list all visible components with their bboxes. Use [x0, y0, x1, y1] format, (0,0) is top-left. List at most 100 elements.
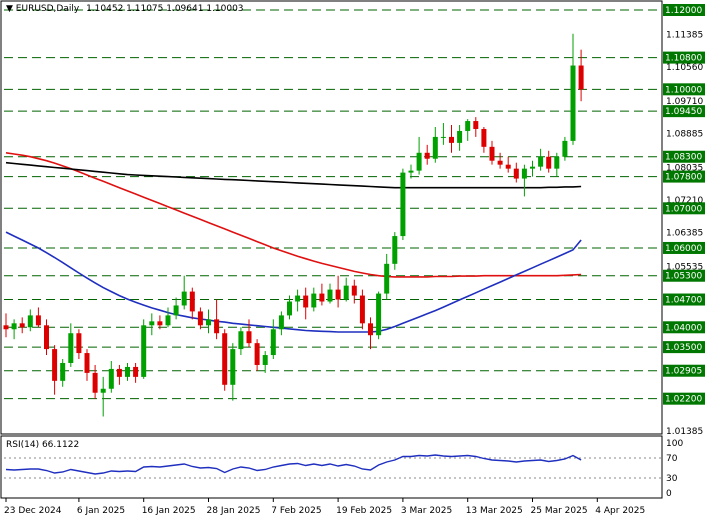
candle — [408, 164, 414, 179]
candle-body — [278, 315, 284, 330]
price-tag-label: 1.04700 — [665, 296, 702, 306]
candle — [546, 150, 552, 173]
rsi-line — [5, 454, 582, 475]
candle — [538, 148, 544, 171]
candle — [497, 152, 503, 169]
candle-body — [562, 140, 568, 157]
candle — [449, 125, 454, 153]
candle — [343, 277, 349, 302]
candle — [19, 317, 25, 334]
price-tag-box — [663, 392, 705, 405]
chart-header: ▼ EURUSD,Daily 1.10452 1.11075 1.09641 1… — [6, 4, 244, 14]
y-tick-label: 1.09710 — [666, 97, 703, 107]
candle-body — [457, 130, 463, 143]
candle-body — [19, 323, 25, 328]
candle — [359, 289, 365, 330]
candle-body — [214, 319, 220, 334]
candle — [457, 125, 463, 151]
candle-body — [141, 325, 147, 377]
candle — [76, 329, 82, 360]
candle-body — [384, 263, 390, 294]
candle — [254, 339, 260, 371]
x-tick-label: 4 Apr 2025 — [595, 506, 645, 516]
price-tag-box — [663, 241, 705, 254]
candle-body — [489, 146, 495, 161]
candle — [392, 232, 398, 270]
candle — [181, 275, 187, 310]
rsi-tick-label: 30 — [666, 474, 678, 484]
candle-body — [343, 285, 349, 300]
candle-body — [513, 168, 519, 179]
candle-body — [287, 301, 292, 316]
y-tick-label: 1.07210 — [666, 196, 703, 206]
rsi-tick-label: 70 — [666, 454, 678, 464]
candle-body — [351, 285, 357, 296]
candle-body — [173, 305, 179, 316]
candle — [214, 299, 220, 340]
candle — [384, 253, 390, 300]
candle-body — [449, 136, 454, 143]
x-tick-label: 19 Feb 2025 — [336, 506, 392, 516]
price-tag-box — [663, 321, 705, 334]
candle — [368, 317, 373, 350]
x-tick-label: 16 Jan 2025 — [142, 506, 196, 516]
price-tag-label: 1.09450 — [665, 107, 702, 117]
candle — [149, 313, 155, 336]
candle — [116, 364, 122, 385]
x-tick-label: 3 Mar 2025 — [401, 506, 452, 516]
candle — [335, 275, 341, 308]
candle-body — [432, 136, 438, 159]
candle-body — [84, 353, 90, 373]
candle — [11, 319, 17, 340]
candle-body — [206, 319, 211, 326]
candle — [424, 144, 430, 165]
candle — [278, 311, 284, 336]
price-tag-label: 1.02200 — [665, 395, 702, 405]
price-tag-label: 1.06000 — [665, 244, 702, 254]
y-tick-label: 1.08885 — [666, 130, 703, 140]
candle — [262, 351, 268, 373]
candle-body — [125, 366, 130, 377]
candle — [165, 307, 171, 328]
candle-body — [181, 291, 187, 306]
price-tag-box — [663, 341, 705, 354]
price-pane-border — [0, 0, 663, 435]
candle — [570, 33, 576, 145]
candle-body — [481, 128, 487, 147]
candle-body — [505, 164, 511, 169]
candle-body — [327, 289, 333, 302]
candle — [513, 162, 519, 183]
candle-body — [295, 295, 301, 302]
price-tag-label: 1.10800 — [665, 54, 702, 64]
candle-body — [100, 388, 106, 393]
price-tag-label: 1.07000 — [665, 204, 702, 214]
x-tick-label: 28 Jan 2025 — [207, 506, 261, 516]
candle-body — [165, 315, 171, 326]
candle-body — [189, 291, 195, 312]
candle — [400, 168, 406, 241]
moving-average-line-0 — [5, 152, 582, 278]
y-tick-label: 1.05535 — [666, 262, 703, 272]
candle — [173, 297, 179, 320]
candle-body — [319, 293, 325, 302]
candle — [416, 136, 422, 175]
candle — [303, 287, 309, 320]
candle-body — [497, 160, 503, 165]
candle — [432, 126, 438, 163]
candle — [319, 283, 325, 306]
candle — [125, 362, 130, 381]
candle-body — [157, 321, 163, 326]
price-tag-box — [663, 170, 705, 183]
candle — [489, 140, 495, 165]
price-tag-label: 1.02905 — [665, 367, 702, 377]
candle — [505, 156, 511, 173]
collapse-triangle-icon[interactable]: ▼ — [6, 4, 13, 14]
y-tick-label: 1.08035 — [666, 163, 703, 173]
candle-body — [473, 121, 479, 129]
price-tag-box — [663, 293, 705, 306]
rsi-tick-label: 0 — [666, 489, 672, 499]
candle — [206, 309, 211, 334]
rsi-pane-border — [0, 435, 663, 499]
candle-body — [270, 329, 276, 356]
